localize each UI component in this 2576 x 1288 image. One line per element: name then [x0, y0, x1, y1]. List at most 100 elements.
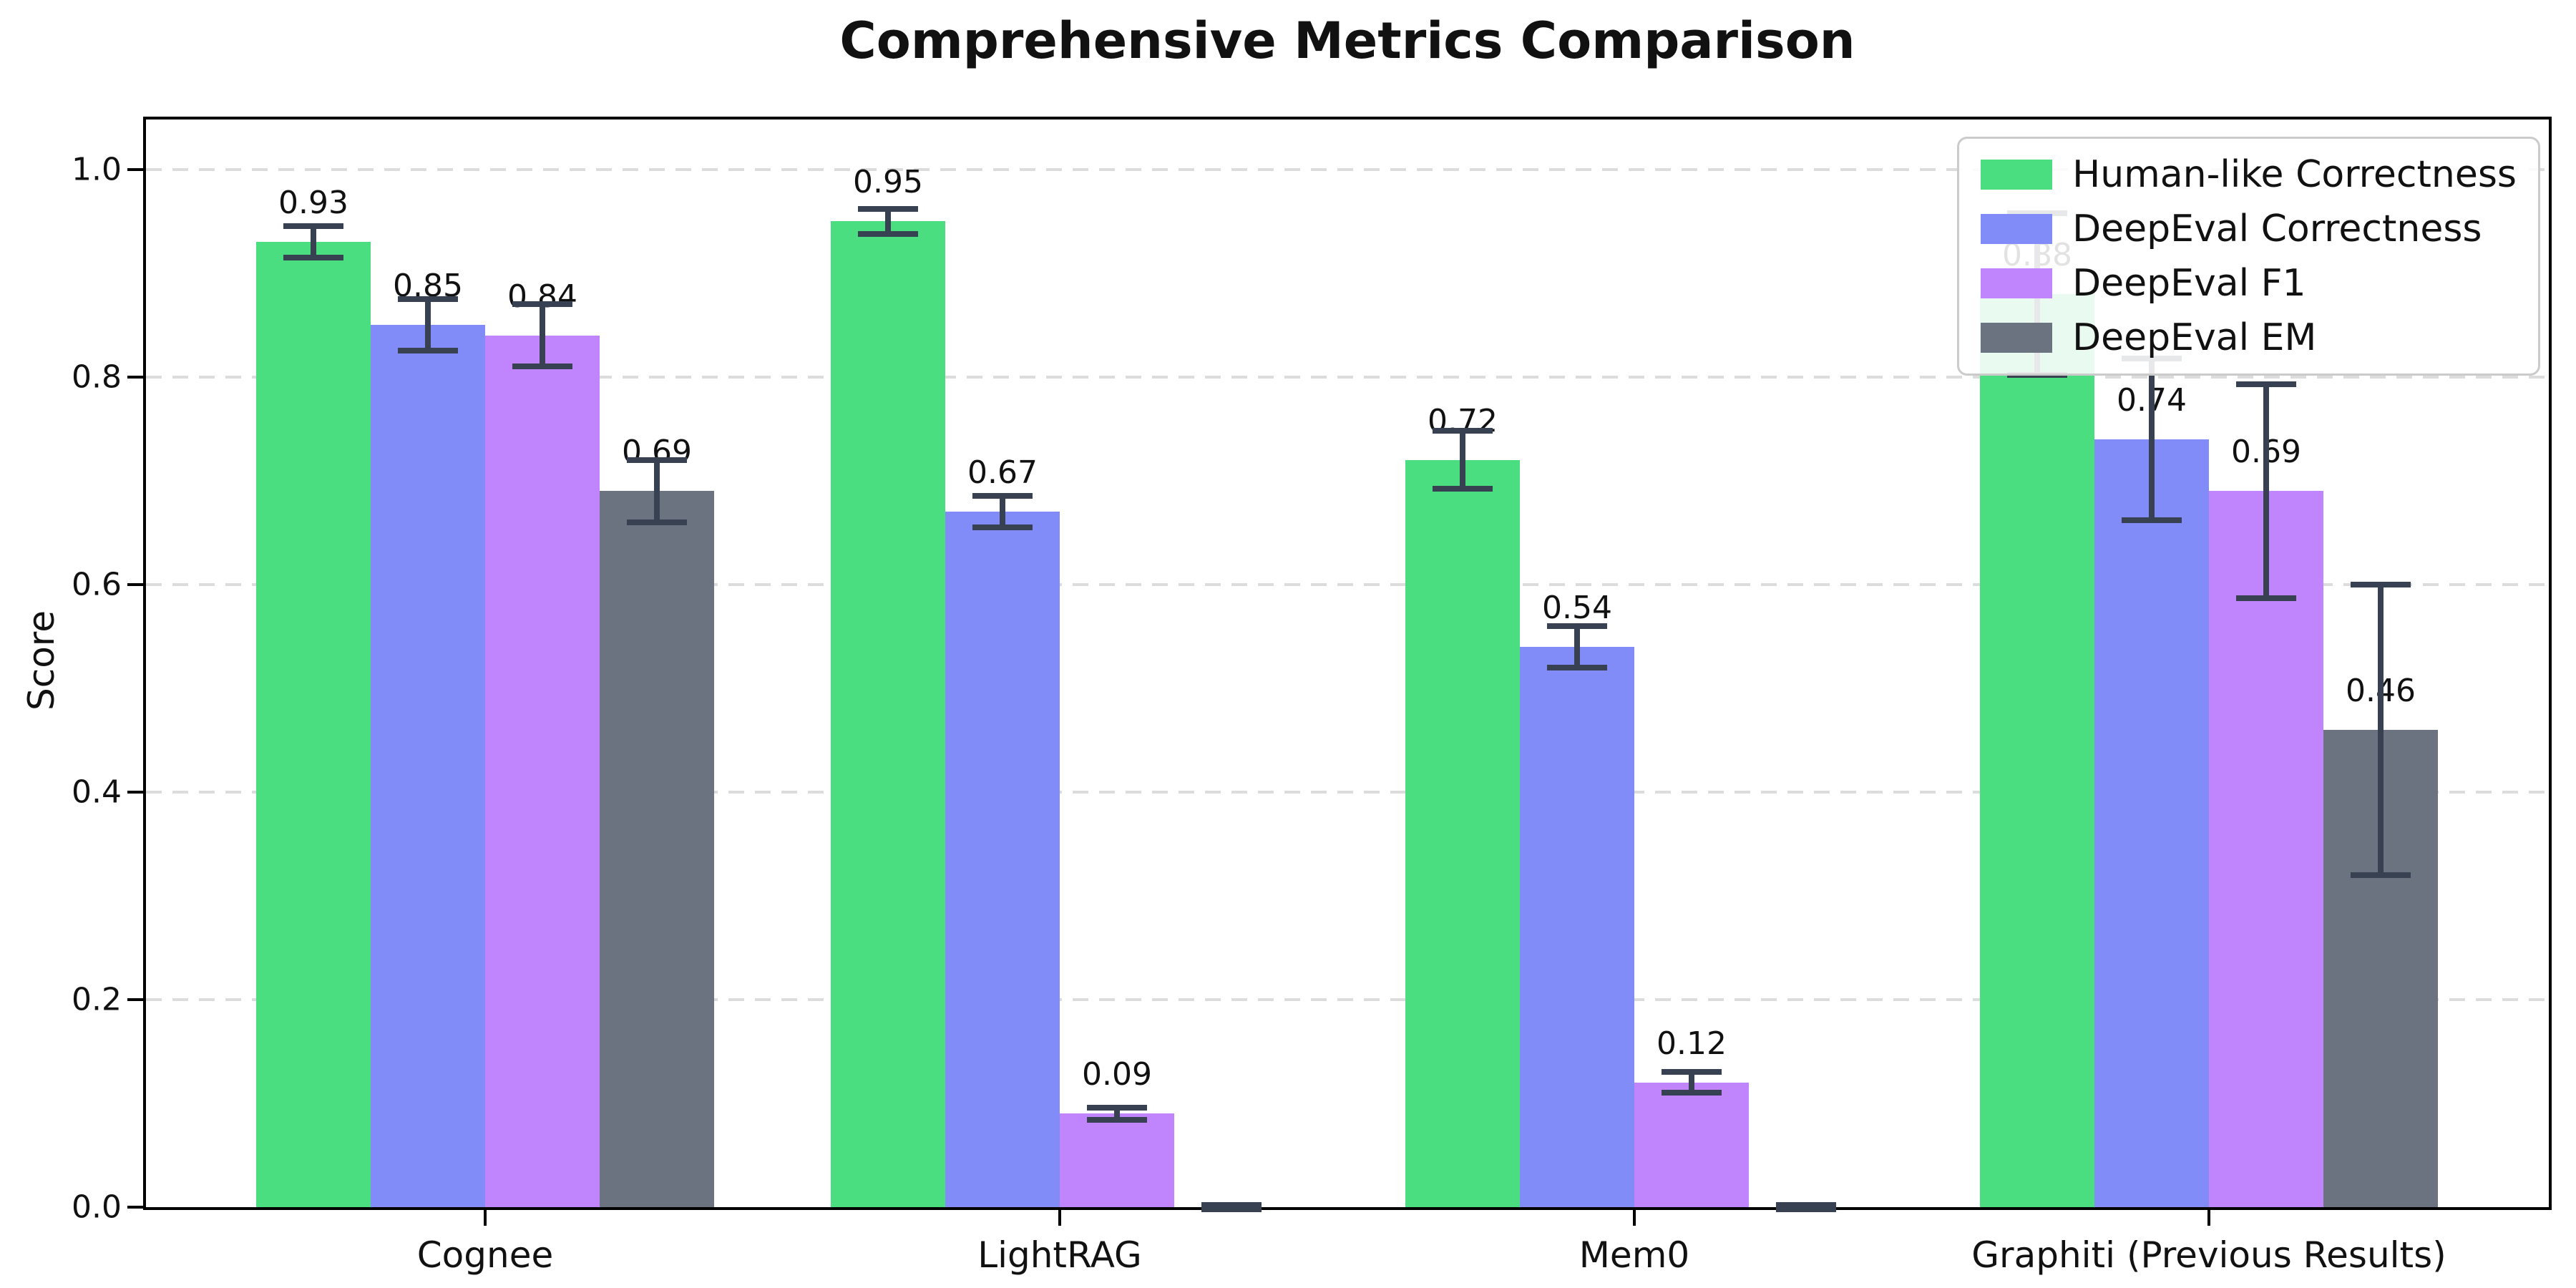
y-tick-label: 0.8	[72, 358, 122, 396]
y-tick-mark	[127, 1206, 143, 1209]
error-bar	[540, 304, 545, 367]
bar	[945, 512, 1060, 1207]
error-bar	[1000, 496, 1005, 527]
legend-item: Human-like Correctness	[1981, 153, 2517, 196]
legend-item: DeepEval EM	[1981, 316, 2517, 359]
bar	[1405, 459, 1520, 1207]
error-bar-cap	[2236, 595, 2296, 601]
y-axis-label: Score	[21, 610, 62, 711]
legend-item: DeepEval Correctness	[1981, 208, 2517, 250]
error-bar	[1689, 1072, 1694, 1093]
bar	[2209, 491, 2323, 1207]
error-bar	[2378, 584, 2384, 875]
error-bar	[885, 208, 891, 234]
y-tick-mark	[127, 582, 143, 586]
gridline	[146, 375, 2549, 379]
error-bar-cap	[627, 519, 687, 525]
legend-label: DeepEval EM	[2072, 316, 2317, 359]
error-bar	[654, 459, 660, 522]
error-bar-cap	[627, 457, 687, 463]
error-bar	[1574, 625, 1580, 668]
y-tick-label: 0.6	[72, 566, 122, 603]
error-bar-cap	[1547, 623, 1607, 629]
y-tick-mark	[127, 790, 143, 794]
legend-label: DeepEval F1	[2072, 262, 2306, 305]
y-tick-label: 0.4	[72, 774, 122, 811]
error-bar-cap	[2236, 381, 2296, 387]
error-bar	[425, 298, 431, 351]
x-tick-mark	[1058, 1210, 1061, 1226]
error-bar-cap	[1433, 486, 1493, 492]
bar	[256, 242, 371, 1207]
error-bar-cap	[1662, 1090, 1722, 1096]
error-bar-cap	[398, 348, 458, 354]
gridline	[146, 790, 2549, 794]
x-tick-label: Graphiti (Previous Results)	[1971, 1234, 2446, 1276]
y-tick-label: 0.2	[72, 981, 122, 1018]
bar	[1520, 646, 1634, 1207]
legend-swatch	[1981, 160, 2053, 190]
bar-value-label: 0.67	[967, 454, 1038, 492]
chart-title: Comprehensive Metrics Comparison	[839, 11, 1855, 70]
legend-label: DeepEval Correctness	[2072, 208, 2482, 250]
x-tick-label: Mem0	[1579, 1234, 1690, 1276]
bar	[485, 335, 600, 1207]
error-bar	[1114, 1107, 1120, 1121]
error-bar	[311, 226, 316, 258]
error-bar-cap	[2351, 581, 2411, 587]
bar-value-label: 0.12	[1657, 1025, 1727, 1062]
bar	[831, 221, 945, 1207]
legend-swatch	[1981, 214, 2053, 244]
error-bar-cap	[1433, 428, 1493, 434]
bar-value-label: 0.09	[1082, 1056, 1152, 1093]
error-bar-cap	[2351, 872, 2411, 878]
error-bar-cap	[1201, 1206, 1262, 1212]
error-bar-cap	[1662, 1069, 1722, 1075]
legend-item: DeepEval F1	[1981, 262, 2517, 305]
bar-value-label: 0.95	[853, 164, 923, 201]
y-tick-label: 0.0	[72, 1189, 122, 1226]
error-bar-cap	[1776, 1206, 1836, 1212]
y-tick-label: 1.0	[72, 151, 122, 188]
gridline	[146, 167, 2549, 171]
error-bar-cap	[2122, 517, 2182, 523]
x-tick-mark	[2207, 1210, 2210, 1226]
error-bar-cap	[1547, 664, 1607, 670]
error-bar-cap	[512, 364, 572, 370]
error-bar-cap	[972, 525, 1033, 530]
legend: Human-like Correctness DeepEval Correctne…	[1957, 137, 2540, 376]
bar	[1980, 293, 2094, 1207]
y-tick-mark	[127, 997, 143, 1001]
x-tick-label: LightRAG	[977, 1234, 1142, 1276]
y-tick-mark	[127, 375, 143, 379]
error-bar-cap	[512, 301, 572, 308]
x-tick-mark	[1633, 1210, 1636, 1226]
error-bar-cap	[972, 493, 1033, 499]
error-bar-cap	[858, 230, 918, 237]
legend-swatch	[1981, 268, 2053, 298]
gridline	[146, 582, 2549, 586]
error-bar-cap	[1087, 1117, 1147, 1123]
y-tick-mark	[127, 167, 143, 171]
error-bar	[1460, 431, 1465, 489]
error-bar	[2263, 384, 2269, 598]
error-bar-cap	[1201, 1202, 1262, 1209]
x-tick-label: Cognee	[416, 1234, 554, 1276]
plot-area: Human-like Correctness DeepEval Correctne…	[72, 117, 2552, 1276]
bar	[1634, 1082, 1749, 1207]
error-bar	[2149, 358, 2155, 520]
legend-swatch	[1981, 323, 2053, 353]
bar	[371, 325, 485, 1207]
gridline	[146, 997, 2549, 1001]
error-bar-cap	[283, 223, 343, 230]
error-bar-cap	[858, 205, 918, 212]
error-bar-cap	[1776, 1202, 1836, 1209]
legend-label: Human-like Correctness	[2072, 153, 2517, 196]
error-bar-cap	[1087, 1104, 1147, 1111]
bar-value-label: 0.93	[278, 185, 348, 222]
error-bar-cap	[283, 254, 343, 260]
bar	[600, 491, 714, 1207]
bar-value-label: 0.54	[1542, 589, 1612, 626]
bar	[1060, 1113, 1174, 1207]
